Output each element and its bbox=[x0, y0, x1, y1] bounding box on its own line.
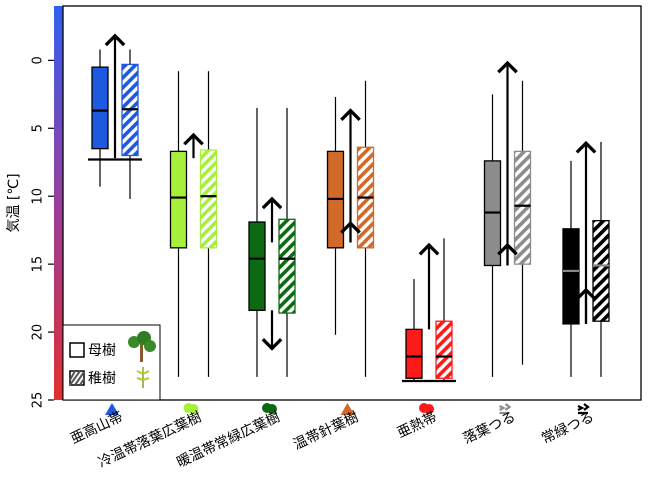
category-label: 亜高山帯 bbox=[68, 408, 126, 447]
category-label: 常緑つる bbox=[539, 409, 597, 447]
legend-swatch-seedling bbox=[69, 370, 85, 386]
box-seedling-3 bbox=[356, 80, 375, 377]
box-mother-3 bbox=[326, 97, 345, 335]
y-tick-label: 5 bbox=[31, 124, 46, 132]
y-tick-label: 10 bbox=[31, 188, 46, 205]
box-seedling-4 bbox=[435, 238, 453, 381]
box-seedling-5 bbox=[513, 80, 532, 365]
plot-area bbox=[62, 5, 642, 401]
vine-icon bbox=[499, 403, 512, 415]
y-colorbar bbox=[54, 6, 63, 400]
iqr-box bbox=[562, 228, 580, 325]
box-mother-0 bbox=[91, 49, 109, 187]
box-mother-2 bbox=[248, 107, 266, 377]
iqr-box bbox=[592, 220, 610, 322]
tropical-tree-icon bbox=[419, 403, 434, 414]
y-axis: 0 5 10 15 20 25 bbox=[31, 56, 54, 409]
box-seedling-0 bbox=[121, 49, 139, 199]
category-label: 温帯針葉樹 bbox=[291, 409, 361, 453]
y-tick-label: 25 bbox=[31, 392, 46, 409]
box-mother-6 bbox=[562, 160, 580, 377]
legend-seedling-icon bbox=[136, 367, 150, 388]
deciduous-tree-icon bbox=[183, 403, 199, 414]
legend: 母樹 稚樹 bbox=[62, 324, 161, 401]
y-tick-label: 20 bbox=[31, 324, 46, 341]
legend-label-mother: 母樹 bbox=[88, 343, 116, 359]
legend-tree-icon bbox=[128, 331, 156, 362]
iqr-box bbox=[199, 149, 218, 249]
iqr-box bbox=[435, 320, 453, 379]
category-label: 亜熱帯 bbox=[395, 409, 440, 441]
box-mother-1 bbox=[169, 71, 188, 377]
iqr-box bbox=[513, 150, 532, 265]
box-seedling-6 bbox=[592, 141, 610, 377]
iqr-box bbox=[405, 328, 423, 379]
box-seedling-2 bbox=[278, 107, 296, 377]
y-tick-label: 0 bbox=[31, 56, 46, 64]
iqr-box bbox=[278, 218, 296, 314]
conifer-icon bbox=[340, 403, 355, 415]
legend-label-seedling: 稚樹 bbox=[88, 371, 116, 387]
iqr-box bbox=[169, 150, 188, 249]
conifer-icon bbox=[105, 403, 119, 415]
broadleaf-tree-icon bbox=[262, 403, 277, 414]
y-tick-label: 15 bbox=[31, 256, 46, 273]
category-label: 落葉つる bbox=[461, 409, 519, 447]
box-seedling-1 bbox=[199, 71, 218, 377]
vine-icon bbox=[577, 403, 590, 415]
box-mother-4 bbox=[405, 279, 423, 381]
iqr-box bbox=[248, 221, 266, 311]
iqr-box bbox=[91, 66, 109, 150]
box-mother-5 bbox=[483, 94, 502, 377]
y-axis-title: 気温 [℃] bbox=[6, 173, 22, 232]
legend-swatch-mother bbox=[69, 342, 85, 358]
